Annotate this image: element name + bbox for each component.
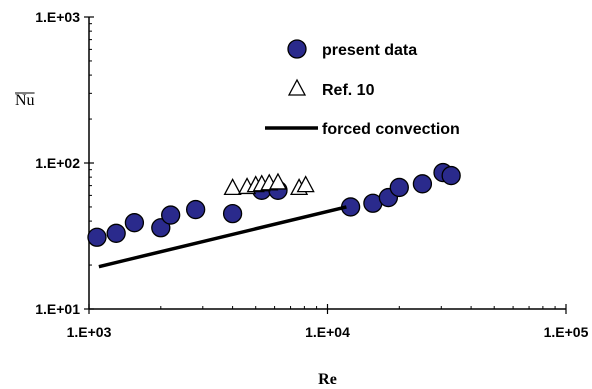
- present-data-point: [222, 203, 243, 224]
- y-axis-title: Nu: [15, 92, 35, 109]
- present-data-point: [87, 227, 107, 247]
- ref10-point: [268, 172, 288, 190]
- legend-ref10-symbol: [287, 78, 307, 96]
- present-data-point: [151, 218, 171, 238]
- present-data-point: [106, 223, 126, 243]
- data-marks: [87, 162, 461, 269]
- x-tick-label: 1.E+04: [305, 324, 350, 340]
- present-data-point: [161, 205, 181, 225]
- x-tick-label: 1.E+03: [67, 324, 112, 340]
- ref10-point: [296, 175, 315, 193]
- present-data-point: [389, 177, 409, 198]
- legend-label: forced convection: [322, 121, 460, 138]
- y-tick-label: 1.E+01: [35, 301, 80, 317]
- y-tick-label: 1.E+02: [35, 155, 80, 171]
- ref10-point: [223, 178, 242, 196]
- axis-titles: Nu Re: [15, 92, 337, 388]
- present-data-point: [441, 165, 461, 186]
- forced-convection-line: [98, 205, 347, 269]
- x-tick-label: 1.E+05: [544, 324, 589, 340]
- tick-labels: 1.E+03 1.E+02 1.E+01 1.E+03 1.E+04 1.E+05: [35, 9, 588, 340]
- legend-label: Ref. 10: [322, 82, 375, 99]
- present-data-point: [412, 174, 433, 194]
- present-data-point: [185, 199, 206, 220]
- x-axis-title: Re: [318, 371, 337, 388]
- axes: [84, 16, 567, 314]
- legend-label: present data: [322, 42, 417, 59]
- legend-present-data-symbol: [287, 39, 307, 59]
- present-data-point: [124, 213, 145, 233]
- legend: present data Ref. 10 forced convection: [265, 39, 460, 138]
- y-tick-label: 1.E+03: [35, 9, 80, 25]
